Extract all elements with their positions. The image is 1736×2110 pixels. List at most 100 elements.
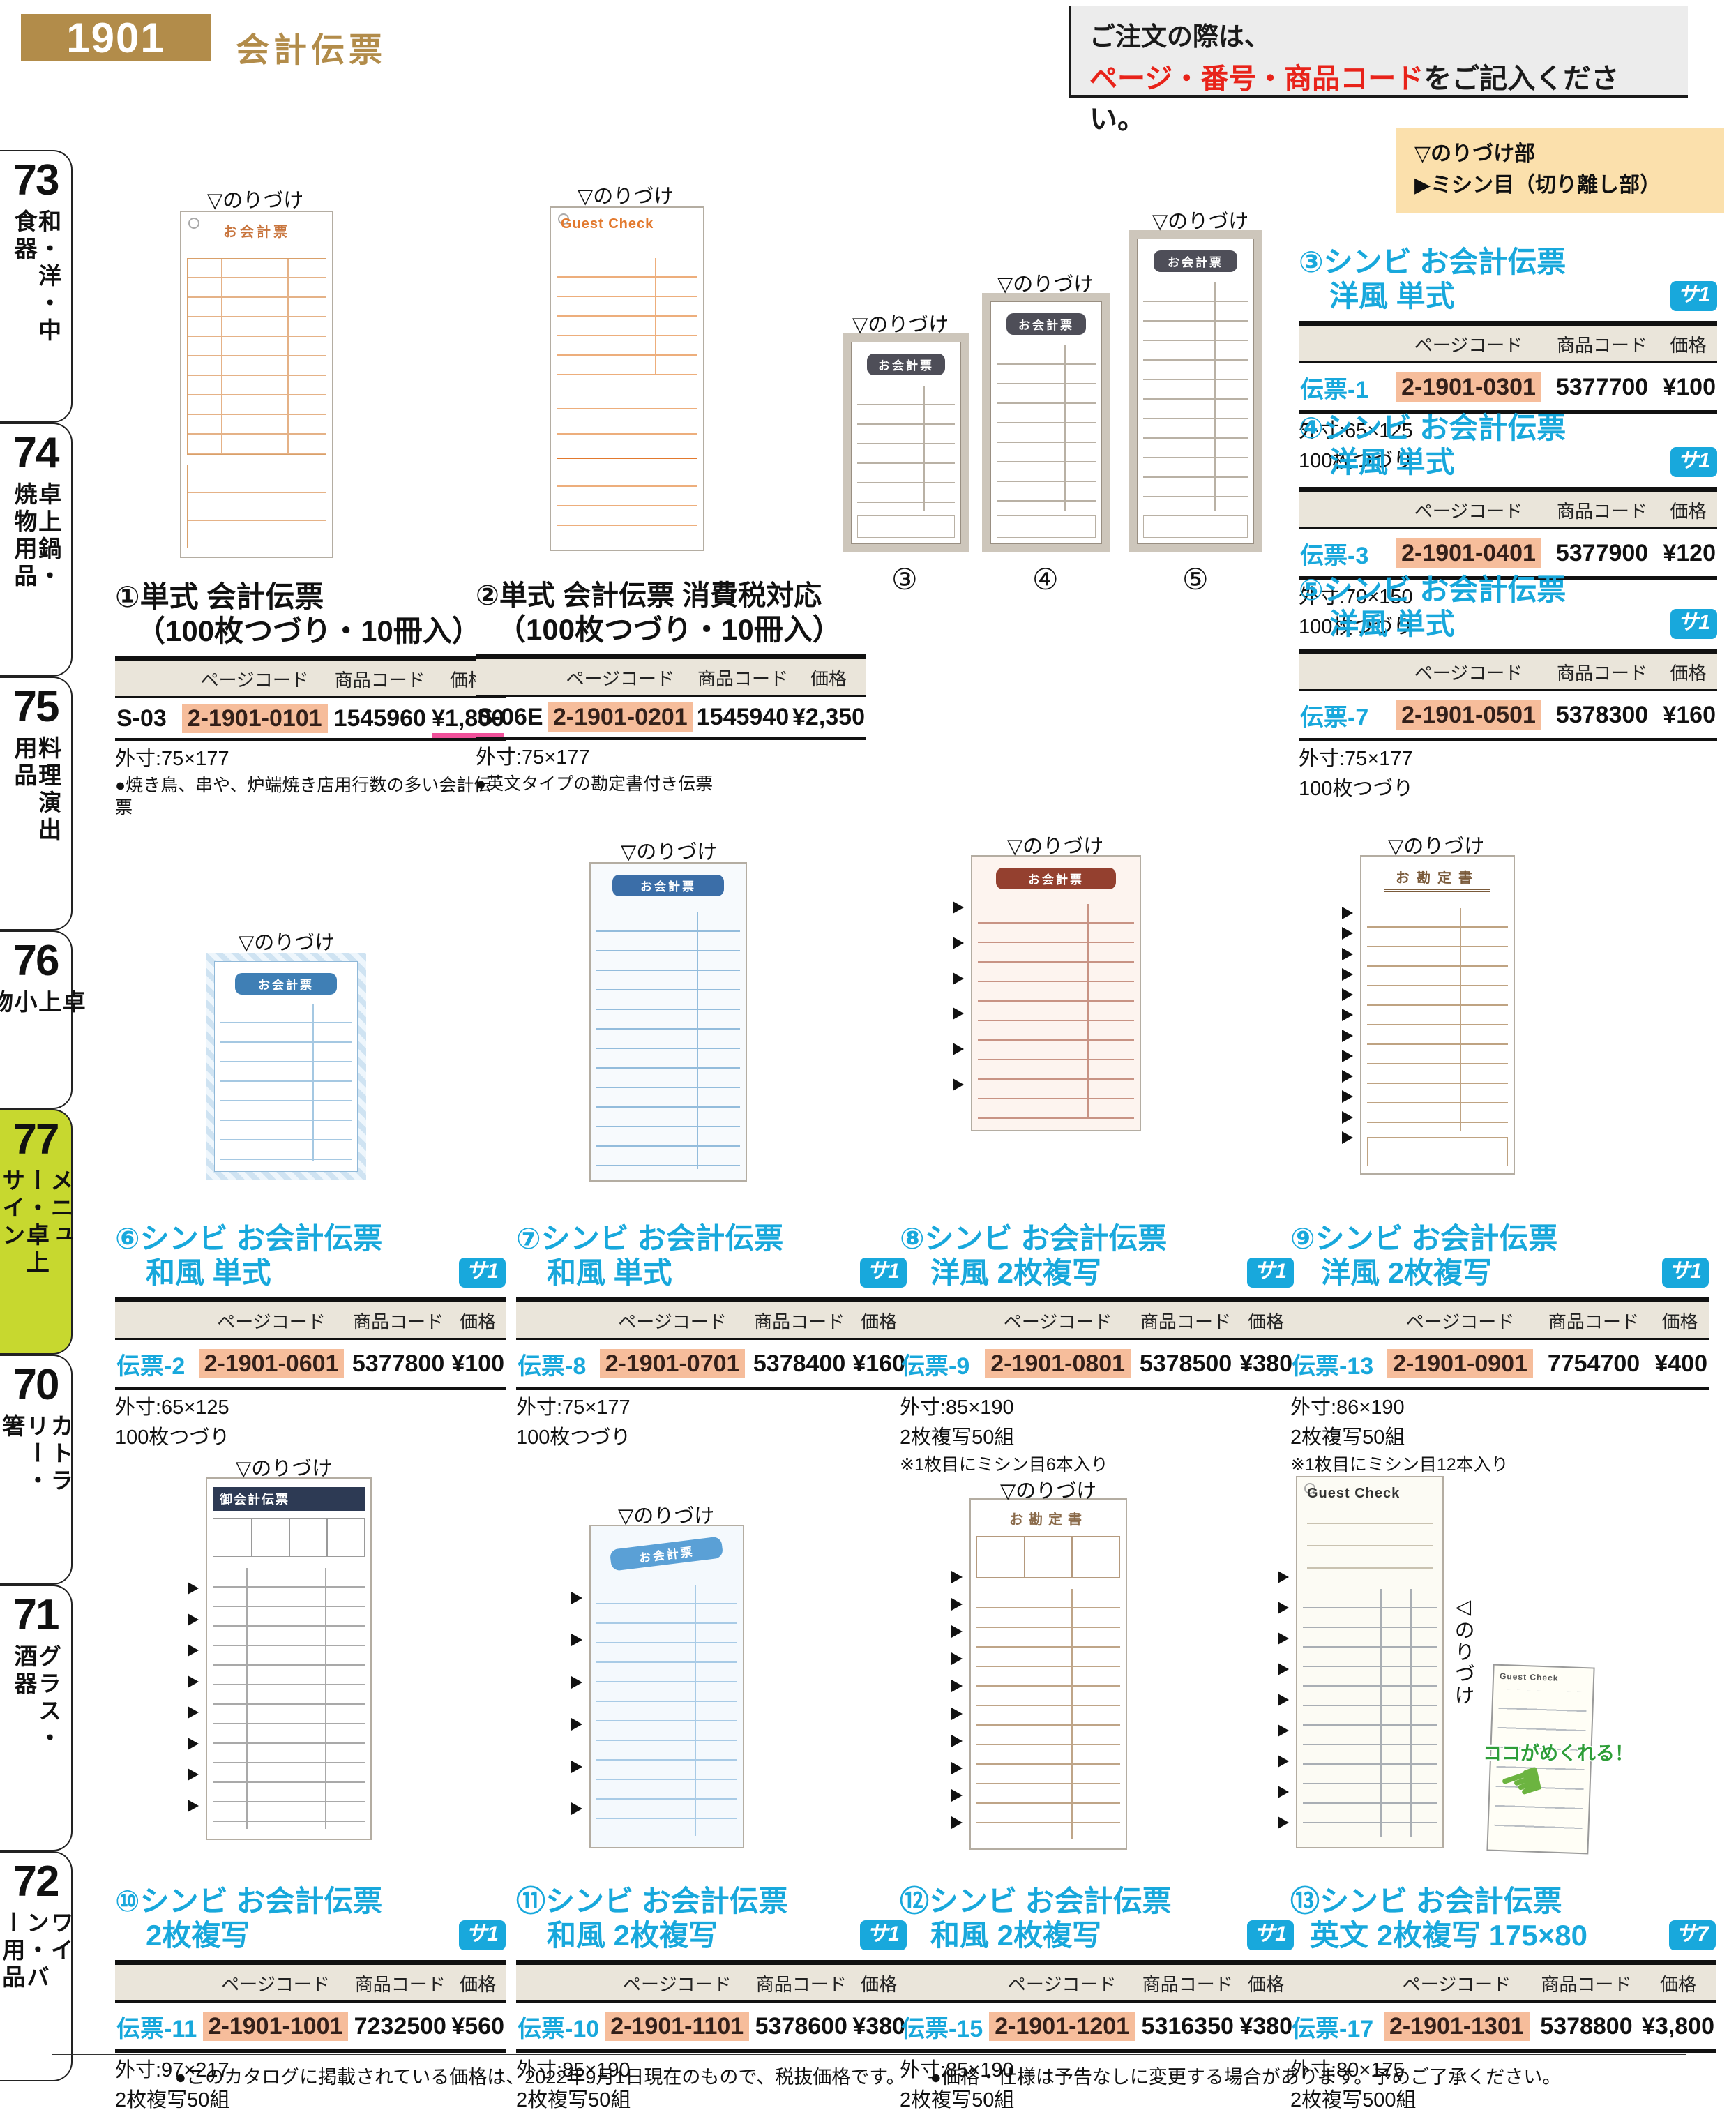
product-size: 外寸:65×125 [1299, 420, 1413, 443]
product-subtitle: 英文 2枚複写 175×80 サ7 [1290, 1919, 1716, 1952]
product-card-2: ②単式 会計伝票 消費税対応 （100枚つづり・10冊入） ページコード 商品コー… [476, 580, 866, 795]
punch-hole-icon [1304, 1483, 1315, 1494]
product-count: 100枚つづり [115, 1426, 230, 1449]
sidebar-tab-73[interactable]: 73 和・洋・中食器 [0, 150, 73, 423]
product-subtitle: 和風 単式 サ1 [516, 1256, 907, 1289]
catalog-index-badge: サ1 [1670, 447, 1717, 477]
catalog-index-badge: サ1 [860, 1920, 907, 1950]
product-note: ※1枚目にミシン目6本入り [900, 1454, 1108, 1475]
product-title: ④シンビ お会計伝票 [1299, 412, 1567, 444]
catalog-index-badge: サ1 [459, 1258, 506, 1288]
product-form-10: 御会計伝票 [206, 1477, 372, 1840]
product-table: ページコード 商品コード 価格 伝票-2 2-1901-0601 5377800 ¥100 [115, 1297, 506, 1391]
legend-glue: ▽のりづけ部 [1414, 142, 1536, 165]
perforation-marks [953, 901, 965, 1091]
product-card-7: ⑦シンビ お会計伝票 和風 単式 サ1 ページコード 商品コード 価格 伝票-8 2-1… [516, 1222, 907, 1451]
legend-perforation: ▶ミシン目（切り離し部） [1414, 174, 1661, 197]
product-size: 外寸:65×125 [115, 1396, 229, 1419]
product-count: 2枚複写50組 [900, 2089, 1015, 2110]
product-form-12: お勘定書 [969, 1498, 1127, 1850]
product-card-1: ①単式 会計伝票 （100枚つづり・10冊入） ページコード 商品コード 価格 S-… [115, 580, 506, 819]
product-title: ⑫シンビ お会計伝票 [900, 1885, 1172, 1917]
product-table: ページコード 商品コード 価格 伝票-8 2-1901-0701 5378400 ¥160 [516, 1297, 907, 1391]
product-size: 外寸:86×190 [1290, 1396, 1405, 1419]
form-caption-5: ⑤ [1182, 563, 1209, 596]
product-count: 100枚つづり [1299, 450, 1414, 473]
product-count: 100枚つづり [1299, 616, 1414, 639]
product-count: 2枚複写50組 [900, 1426, 1015, 1449]
glue-label: ▽のりづけ [852, 314, 949, 336]
product-size: 外寸:75×177 [476, 746, 590, 769]
product-subtitle: 和風 2枚複写 サ1 [900, 1919, 1294, 1952]
catalog-index-badge: サ7 [1669, 1920, 1716, 1950]
glue-label: ▽のりづけ [997, 273, 1094, 296]
sidebar-tab-71[interactable]: 71 グラス・酒器 [0, 1585, 73, 1851]
sidebar-tab-75[interactable]: 75 料理演出用品 [0, 677, 73, 930]
glue-label: ▽のりづけ [239, 932, 335, 954]
legend-box: ▽のりづけ部 ▶ミシン目（切り離し部） [1396, 128, 1724, 213]
page-number: 1901 [66, 14, 165, 61]
page-number-box: 1901 [21, 14, 211, 61]
product-table: ページコード 商品コード 価格 伝票-10 2-1901-1101 5378600 ¥38… [516, 1960, 907, 2054]
sidebar-tab-74[interactable]: 74 卓上鍋・焼物用品 [0, 423, 73, 677]
product-card-8: ⑧シンビ お会計伝票 洋風 2枚複写 サ1 ページコード 商品コード 価格 伝票-9 2… [900, 1222, 1294, 1476]
perforation-marks [188, 1582, 200, 1812]
product-title: ⑪シンビ お会計伝票 [516, 1885, 788, 1917]
sidebar-tab-70[interactable]: 70 カトラリー・箸 [0, 1355, 73, 1585]
glue-label: ▽のりづけ [618, 1505, 715, 1528]
product-size: 外寸:85×190 [900, 1396, 1014, 1419]
product-form-8: お会計票 [971, 855, 1141, 1131]
product-table: ページコード 商品コード 価格 伝票-15 2-1901-1201 5316350 ¥38… [900, 1960, 1294, 2054]
page-title: 会計伝票 [236, 32, 387, 69]
product-title: ③シンビ お会計伝票 [1299, 246, 1567, 278]
product-form-1: お会計票 [180, 211, 333, 558]
product-card-12: ⑫シンビ お会計伝票 和風 2枚複写 サ1 ページコード 商品コード 価格 伝票-15… [900, 1885, 1294, 2110]
perforation-marks [951, 1571, 964, 1829]
product-card-6: ⑥シンビ お会計伝票 和風 単式 サ1 ページコード 商品コード 価格 伝票-2 2-1… [115, 1222, 506, 1451]
product-subtitle: 洋風 単式 サ1 [1299, 280, 1717, 312]
product-size: 外寸:75×177 [115, 748, 229, 771]
product-title: ②単式 会計伝票 消費税対応 [476, 580, 822, 611]
product-form-2: Guest Check [550, 206, 704, 551]
sidebar-tab-77-active[interactable]: 77 メニュー・卓上サイン [0, 1109, 73, 1355]
sidebar-tab-76[interactable]: 76 卓上小物 [0, 930, 85, 1109]
product-form-9: お勘定書 [1360, 855, 1515, 1175]
product-subtitle: 洋風 単式 サ1 [1299, 608, 1717, 640]
catalog-index-badge: サ1 [860, 1258, 907, 1288]
product-card-11: ⑪シンビ お会計伝票 和風 2枚複写 サ1 ページコード 商品コード 価格 伝票-10… [516, 1885, 907, 2110]
product-size: 外寸:97×217 [115, 2059, 229, 2082]
product-subtitle: 和風 2枚複写 サ1 [516, 1919, 907, 1952]
product-title: ⑦シンビ お会計伝票 [516, 1222, 784, 1255]
order-note-line2: ページ・番号・商品コードをご記入ください。 [1089, 63, 1620, 135]
product-table: ページコード 商品コード 価格 伝票-13 2-1901-0901 7754700 ¥40… [1290, 1297, 1709, 1391]
product-title: ①単式 会計伝票 [115, 580, 324, 613]
catalog-index-badge: サ1 [1662, 1258, 1709, 1288]
footer-note-2: ●価格・仕様は予告なしに変更する場合があります。予めご了承ください。 [930, 2067, 1562, 2088]
catalog-index-badge: サ1 [1247, 1258, 1294, 1288]
product-subtitle: 2枚複写 サ1 [115, 1919, 506, 1952]
product-form-4: お会計票 [982, 293, 1110, 552]
perforation-marks [1342, 907, 1354, 1144]
glue-label: ▽のりづけ [1152, 211, 1249, 233]
product-subtitle: 和風 単式 サ1 [115, 1256, 506, 1289]
product-table: ページコード 商品コード 価格 伝票-11 2-1901-1001 7232500 ¥56… [115, 1960, 506, 2054]
product-size: 外寸:75×177 [1299, 748, 1413, 771]
product-size: 外寸:70×150 [1299, 586, 1413, 609]
product-subtitle: （100枚つづり・10冊入） [136, 615, 481, 648]
punch-hole-icon [188, 218, 199, 229]
product-table: ページコード 商品コード 価格 伝票-1 2-1901-0301 5377700 ¥100 [1299, 321, 1717, 414]
glue-label: ▽のりづけ [1388, 836, 1485, 858]
product-size: 外寸:85×190 [900, 2059, 1014, 2082]
glue-label: ▽のりづけ [621, 841, 718, 864]
product-form-6: お会計票 [206, 953, 366, 1180]
product-size: 外寸:80×175 [1290, 2059, 1405, 2082]
glue-label-vertical: ◁のりづけ [1451, 1595, 1474, 1706]
product-title: ⑩シンビ お会計伝票 [115, 1885, 383, 1917]
sidebar-tab-72[interactable]: 72 ワイン・バー用品 [0, 1851, 73, 2081]
product-table: ページコード 商品コード 価格 伝票-3 2-1901-0401 5377900 ¥120 [1299, 487, 1717, 580]
footer-divider [52, 2054, 1686, 2055]
product-title: ⑬シンビ お会計伝票 [1290, 1885, 1562, 1917]
perforation-marks [1278, 1571, 1290, 1829]
product-subtitle: 洋風 2枚複写 サ1 [900, 1256, 1294, 1289]
product-subtitle: 洋風 2枚複写 サ1 [1290, 1256, 1709, 1289]
